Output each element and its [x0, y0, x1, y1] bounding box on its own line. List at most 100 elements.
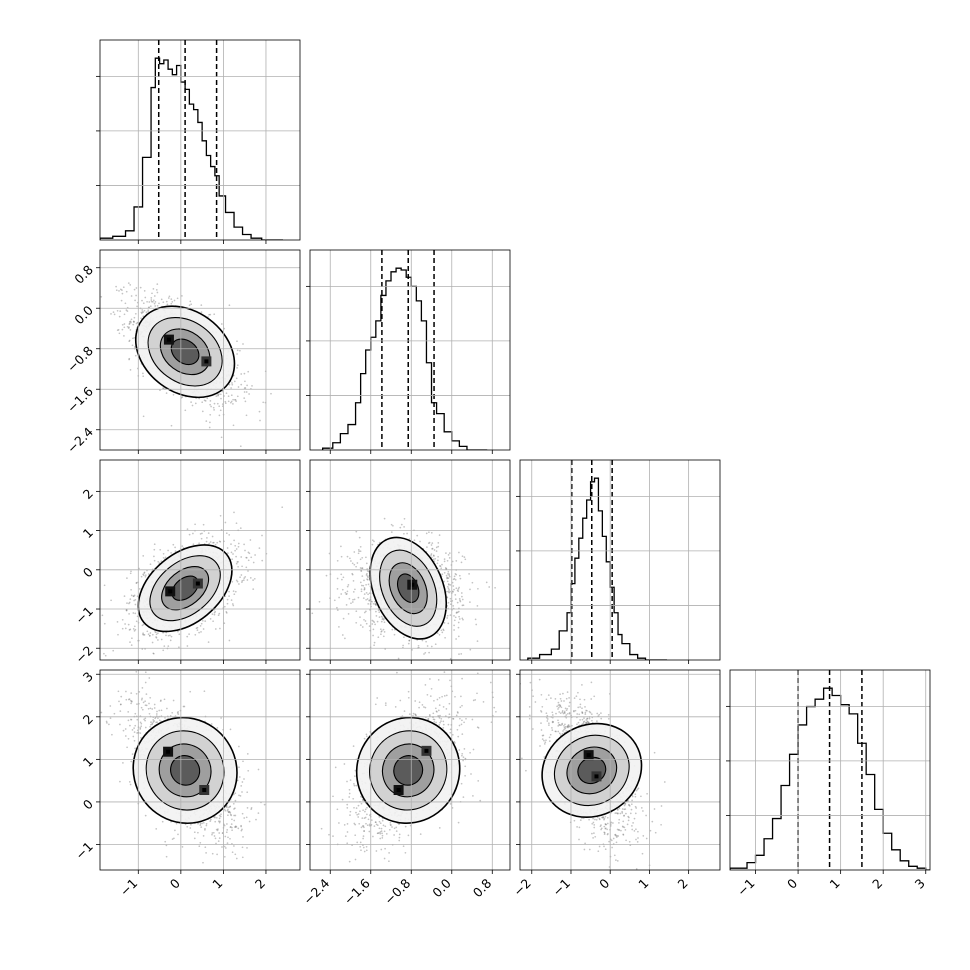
sample-point	[207, 641, 210, 643]
sample-point	[130, 318, 133, 321]
sample-point	[135, 287, 138, 289]
sample-point	[281, 506, 284, 509]
sample-point	[133, 321, 135, 323]
sample-point	[160, 298, 163, 301]
sample-point	[351, 573, 354, 576]
sample-point	[151, 722, 154, 725]
sample-point	[215, 816, 218, 819]
sample-point	[383, 517, 386, 520]
sample-point	[160, 560, 163, 563]
sample-point	[245, 556, 248, 559]
sample-point	[130, 594, 133, 597]
sample-point	[125, 609, 128, 611]
panel-r3-c3: −1 0 1 2 3	[726, 669, 931, 899]
panel-frame	[519, 459, 721, 661]
sample-point	[142, 372, 144, 375]
density-shading	[134, 305, 236, 399]
sample-point	[359, 616, 361, 618]
sample-point	[131, 344, 134, 347]
sample-point	[237, 565, 239, 568]
sample-point	[240, 574, 243, 576]
sample-point	[186, 635, 189, 638]
sample-point	[218, 414, 221, 417]
sample-point	[261, 559, 264, 562]
sample-point	[346, 585, 349, 588]
sample-point	[367, 570, 370, 573]
sample-point	[352, 598, 354, 601]
sample-point	[212, 541, 214, 544]
sample-point	[448, 591, 450, 594]
sample-point	[236, 340, 238, 343]
sample-point	[135, 294, 137, 297]
sample-point	[346, 590, 349, 593]
sample-point	[488, 586, 491, 588]
sample-point	[232, 553, 234, 555]
sample-point	[205, 540, 208, 543]
sample-point	[485, 581, 488, 584]
sample-point	[200, 631, 202, 633]
sample-point	[374, 604, 377, 606]
sample-point	[200, 537, 203, 540]
sample-point	[149, 632, 152, 634]
sample-point	[458, 551, 460, 554]
sample-point	[132, 628, 135, 630]
sample-point	[209, 413, 212, 416]
density-peak-core	[168, 589, 173, 594]
sample-point	[236, 367, 238, 369]
sample-point	[447, 577, 450, 580]
sample-point	[425, 662, 427, 664]
sample-point	[142, 573, 144, 576]
sample-point	[462, 618, 464, 621]
sample-point	[233, 539, 235, 542]
sample-point	[359, 545, 362, 548]
sample-point	[363, 593, 366, 595]
sample-point	[377, 636, 380, 639]
sample-point	[350, 602, 352, 605]
sample-point	[434, 643, 437, 646]
sample-point	[196, 629, 199, 631]
sample-point	[136, 305, 138, 308]
sample-point	[202, 523, 205, 526]
sample-point	[162, 387, 164, 390]
sample-point	[441, 631, 444, 634]
sample-point	[456, 611, 459, 614]
sample-point	[367, 593, 369, 596]
sample-point	[365, 591, 368, 594]
sample-point	[134, 628, 137, 631]
sample-point	[203, 399, 206, 402]
sample-point	[431, 547, 434, 550]
sample-point	[361, 626, 364, 628]
sample-point	[112, 649, 115, 652]
sample-point	[151, 292, 153, 295]
sample-point	[126, 325, 129, 328]
sample-point	[209, 541, 212, 543]
sample-point	[382, 618, 385, 621]
density-peak-core	[204, 359, 209, 364]
sample-point	[243, 391, 246, 393]
sample-point	[162, 649, 165, 652]
sample-point	[383, 618, 385, 620]
y-tick-label: 1	[80, 525, 96, 541]
sample-point	[366, 572, 368, 575]
sample-point	[425, 532, 428, 535]
sample-point	[246, 579, 249, 581]
sample-point	[127, 327, 130, 329]
sample-point	[233, 380, 236, 383]
sample-point	[262, 401, 265, 404]
sample-point	[234, 398, 236, 401]
sample-point	[155, 633, 158, 636]
sample-point	[152, 301, 154, 303]
sample-point	[144, 717, 147, 720]
sample-point	[458, 586, 460, 589]
sample-point	[233, 593, 236, 596]
sample-point	[448, 589, 450, 591]
sample-point	[208, 426, 211, 429]
sample-point	[153, 555, 155, 558]
sample-point	[106, 722, 108, 724]
sample-point	[459, 577, 462, 580]
sample-point	[259, 419, 261, 422]
sample-point	[372, 602, 375, 605]
sample-point	[129, 369, 132, 371]
sample-point	[460, 592, 463, 594]
sample-point	[203, 690, 206, 693]
